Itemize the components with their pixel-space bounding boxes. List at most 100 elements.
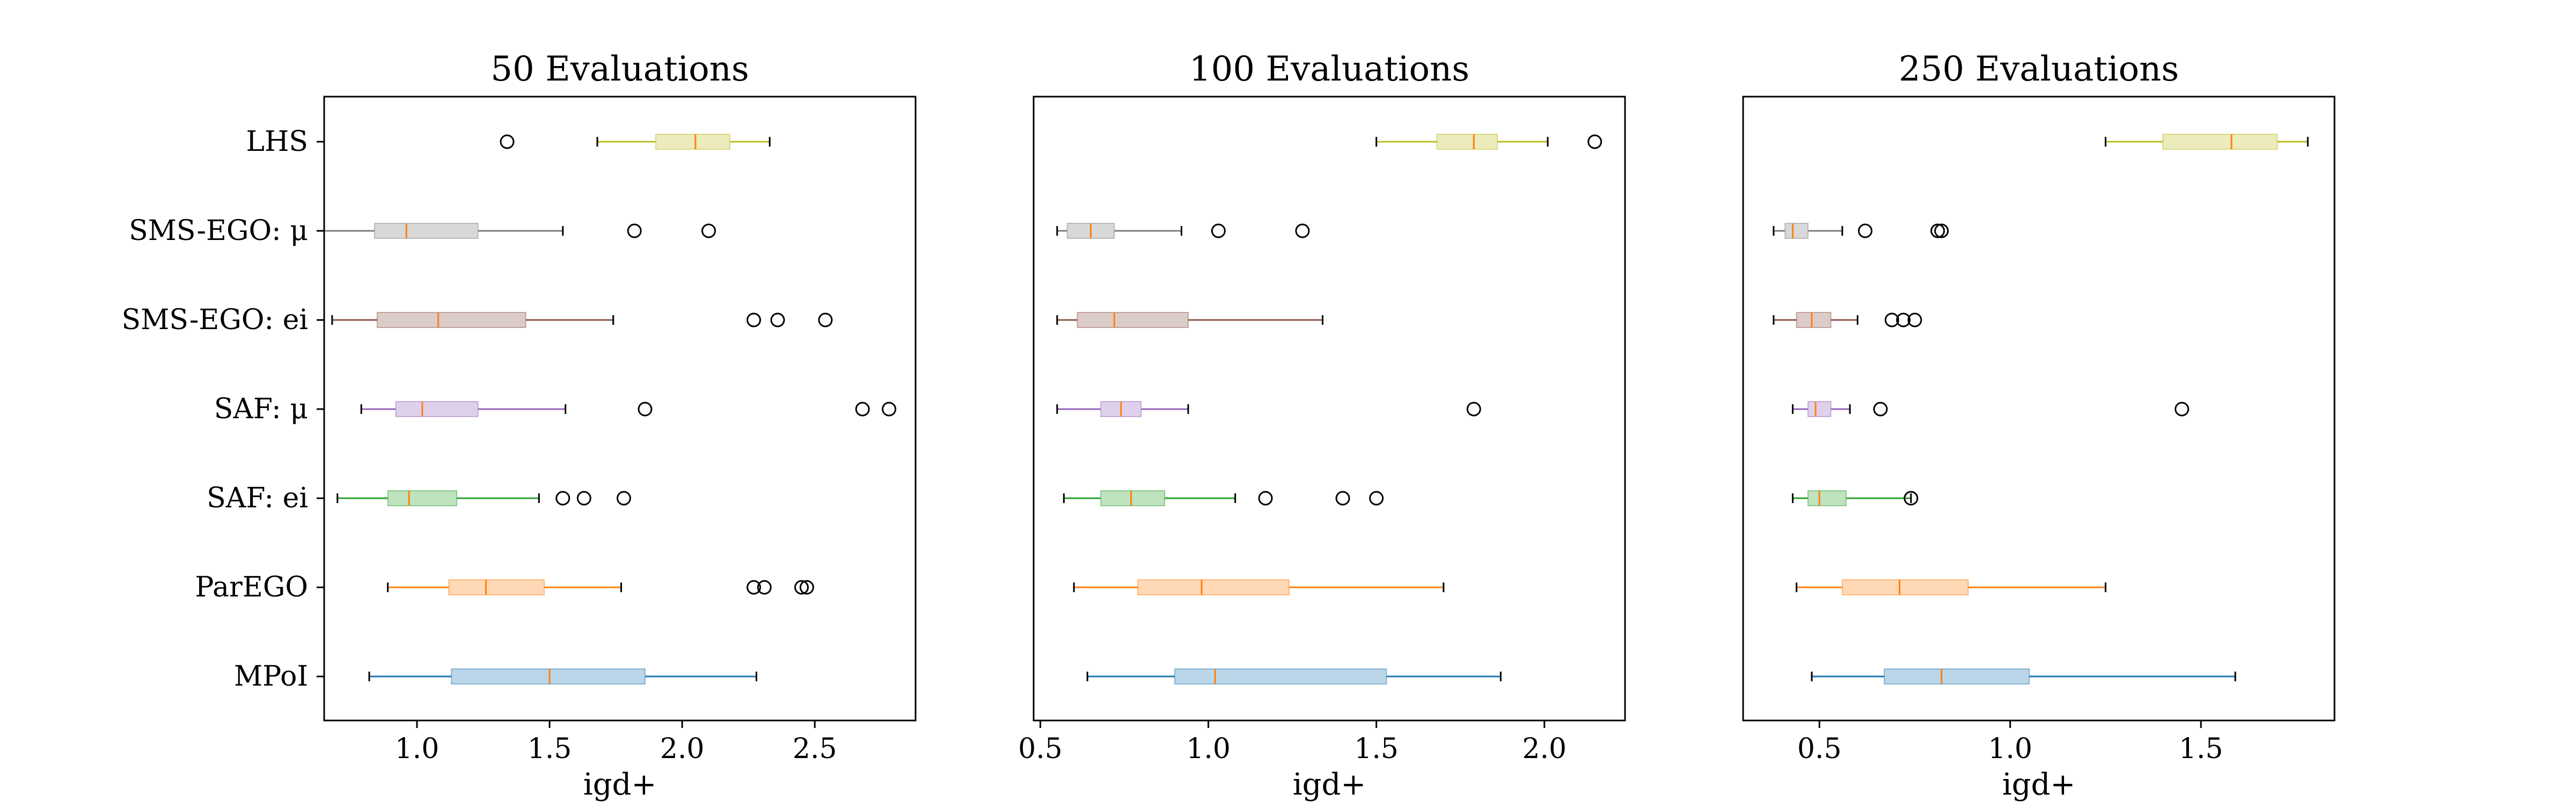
chart-title: 100 Evaluations: [1189, 49, 1469, 89]
box-iqr: [1137, 579, 1290, 595]
box-sms-ego-ei: [331, 312, 833, 328]
x-tick-label: 2.0: [660, 733, 705, 765]
box-mpoi: [1086, 668, 1502, 685]
outlier-point: [1934, 223, 1949, 238]
box-saf-ei: [336, 490, 631, 506]
box-saf-mu: [1791, 401, 2190, 417]
axes-frame: [1033, 96, 1626, 722]
chart-title: 250 Evaluations: [1899, 49, 2179, 89]
box-sms-ego-mu: [323, 223, 716, 239]
outlier-point: [1896, 312, 1911, 327]
x-tick-label: 1.5: [2179, 733, 2223, 765]
y-tick-label: SMS-EGO: μ: [129, 215, 308, 247]
box-iqr: [1807, 401, 1832, 417]
outlier-point: [627, 223, 642, 238]
box-iqr: [376, 312, 526, 328]
outlier-point: [770, 312, 785, 327]
outlier-point: [1930, 223, 1945, 238]
outlier-point: [1258, 491, 1273, 506]
y-tick-label: ParEGO: [195, 571, 308, 603]
box-iqr: [448, 579, 545, 595]
outlier-point: [818, 312, 833, 327]
x-tick-label: 1.0: [395, 733, 440, 765]
box-iqr: [1077, 312, 1189, 328]
outlier-point: [1295, 223, 1310, 238]
outlier-point: [576, 491, 591, 506]
box-iqr: [1841, 579, 1969, 595]
box-iqr: [1100, 490, 1166, 506]
y-tick-label: SAF: μ: [214, 393, 308, 425]
box-lhs: [1375, 134, 1602, 150]
box-iqr: [1174, 668, 1387, 685]
x-tick-label: 0.5: [1797, 733, 1842, 765]
box-iqr: [387, 490, 458, 506]
outlier-point: [882, 402, 897, 417]
outlier-point: [1587, 134, 1602, 149]
outlier-point: [747, 312, 762, 327]
y-tick-label: MPoI: [234, 660, 308, 693]
axes-frame: [1742, 96, 2336, 722]
outlier-point: [794, 580, 809, 595]
x-tick-label: 1.5: [528, 733, 572, 765]
outlier-point: [1211, 223, 1226, 238]
box-mpoi: [368, 668, 757, 685]
box-iqr: [374, 223, 479, 239]
box-iqr: [655, 134, 731, 150]
box-sms-ego-ei: [1056, 312, 1323, 328]
outlier-point: [638, 402, 653, 417]
outlier-point: [855, 402, 870, 417]
outlier-point: [757, 580, 772, 595]
box-iqr: [1807, 490, 1847, 506]
outlier-point: [500, 134, 515, 149]
box-iqr: [1436, 134, 1498, 150]
outlier-point: [2175, 402, 2190, 417]
chart-panel-2: 100 Evaluations 0.5 1.0 1.5 2.0 igd+: [1018, 49, 1626, 802]
y-tick-label: SAF: ei: [207, 482, 308, 514]
box-iqr: [451, 668, 646, 685]
box-lhs: [2104, 134, 2309, 150]
box-parego: [1073, 579, 1445, 595]
outlier-point: [701, 223, 716, 238]
box-iqr: [1884, 668, 2030, 685]
box-parego: [387, 579, 814, 595]
outlier-point: [1884, 312, 1899, 327]
box-parego: [1796, 579, 2106, 595]
x-tick-label: 1.5: [1354, 733, 1399, 765]
x-tick-label: 1.0: [1186, 733, 1231, 765]
box-sms-ego-ei: [1773, 312, 1922, 328]
x-axis-label: igd+: [2002, 767, 2076, 802]
box-lhs: [500, 134, 771, 150]
box-saf-mu: [360, 401, 897, 417]
outlier-point: [747, 580, 762, 595]
outlier-point: [616, 491, 631, 506]
chart-panel-1: 50 Evaluations 1.0 1.5 2.0 2.5 igd+ LHS SMS-EGO…: [121, 49, 917, 802]
outlier-point: [555, 491, 570, 506]
x-axis-label: igd+: [1293, 767, 1366, 802]
box-saf-ei: [1791, 490, 1919, 506]
outlier-point: [799, 580, 814, 595]
box-sms-ego-mu: [1773, 223, 1949, 239]
x-axis-label: igd+: [583, 767, 657, 802]
outlier-point: [1873, 402, 1888, 417]
x-tick-label: 0.5: [1018, 733, 1063, 765]
x-tick-label: 1.0: [1988, 733, 2032, 765]
box-saf-mu: [1056, 401, 1481, 417]
box-iqr: [1784, 223, 1809, 239]
outlier-point: [1907, 312, 1922, 327]
chart-panel-3: 250 Evaluations 0.5 1.0 1.5 igd+: [1742, 49, 2336, 802]
y-tick-label: LHS: [246, 126, 308, 158]
box-iqr: [2162, 134, 2278, 150]
outlier-point: [1466, 402, 1481, 417]
box-sms-ego-mu: [1056, 223, 1310, 239]
chart-title: 50 Evaluations: [491, 49, 749, 89]
box-saf-ei: [1063, 490, 1384, 506]
x-tick-label: 2.0: [1522, 733, 1567, 765]
box-iqr: [1796, 312, 1832, 328]
outlier-point: [1904, 491, 1919, 506]
outlier-point: [1858, 223, 1873, 238]
box-iqr: [395, 401, 479, 417]
outlier-point: [1335, 491, 1350, 506]
box-mpoi: [1811, 668, 2236, 685]
